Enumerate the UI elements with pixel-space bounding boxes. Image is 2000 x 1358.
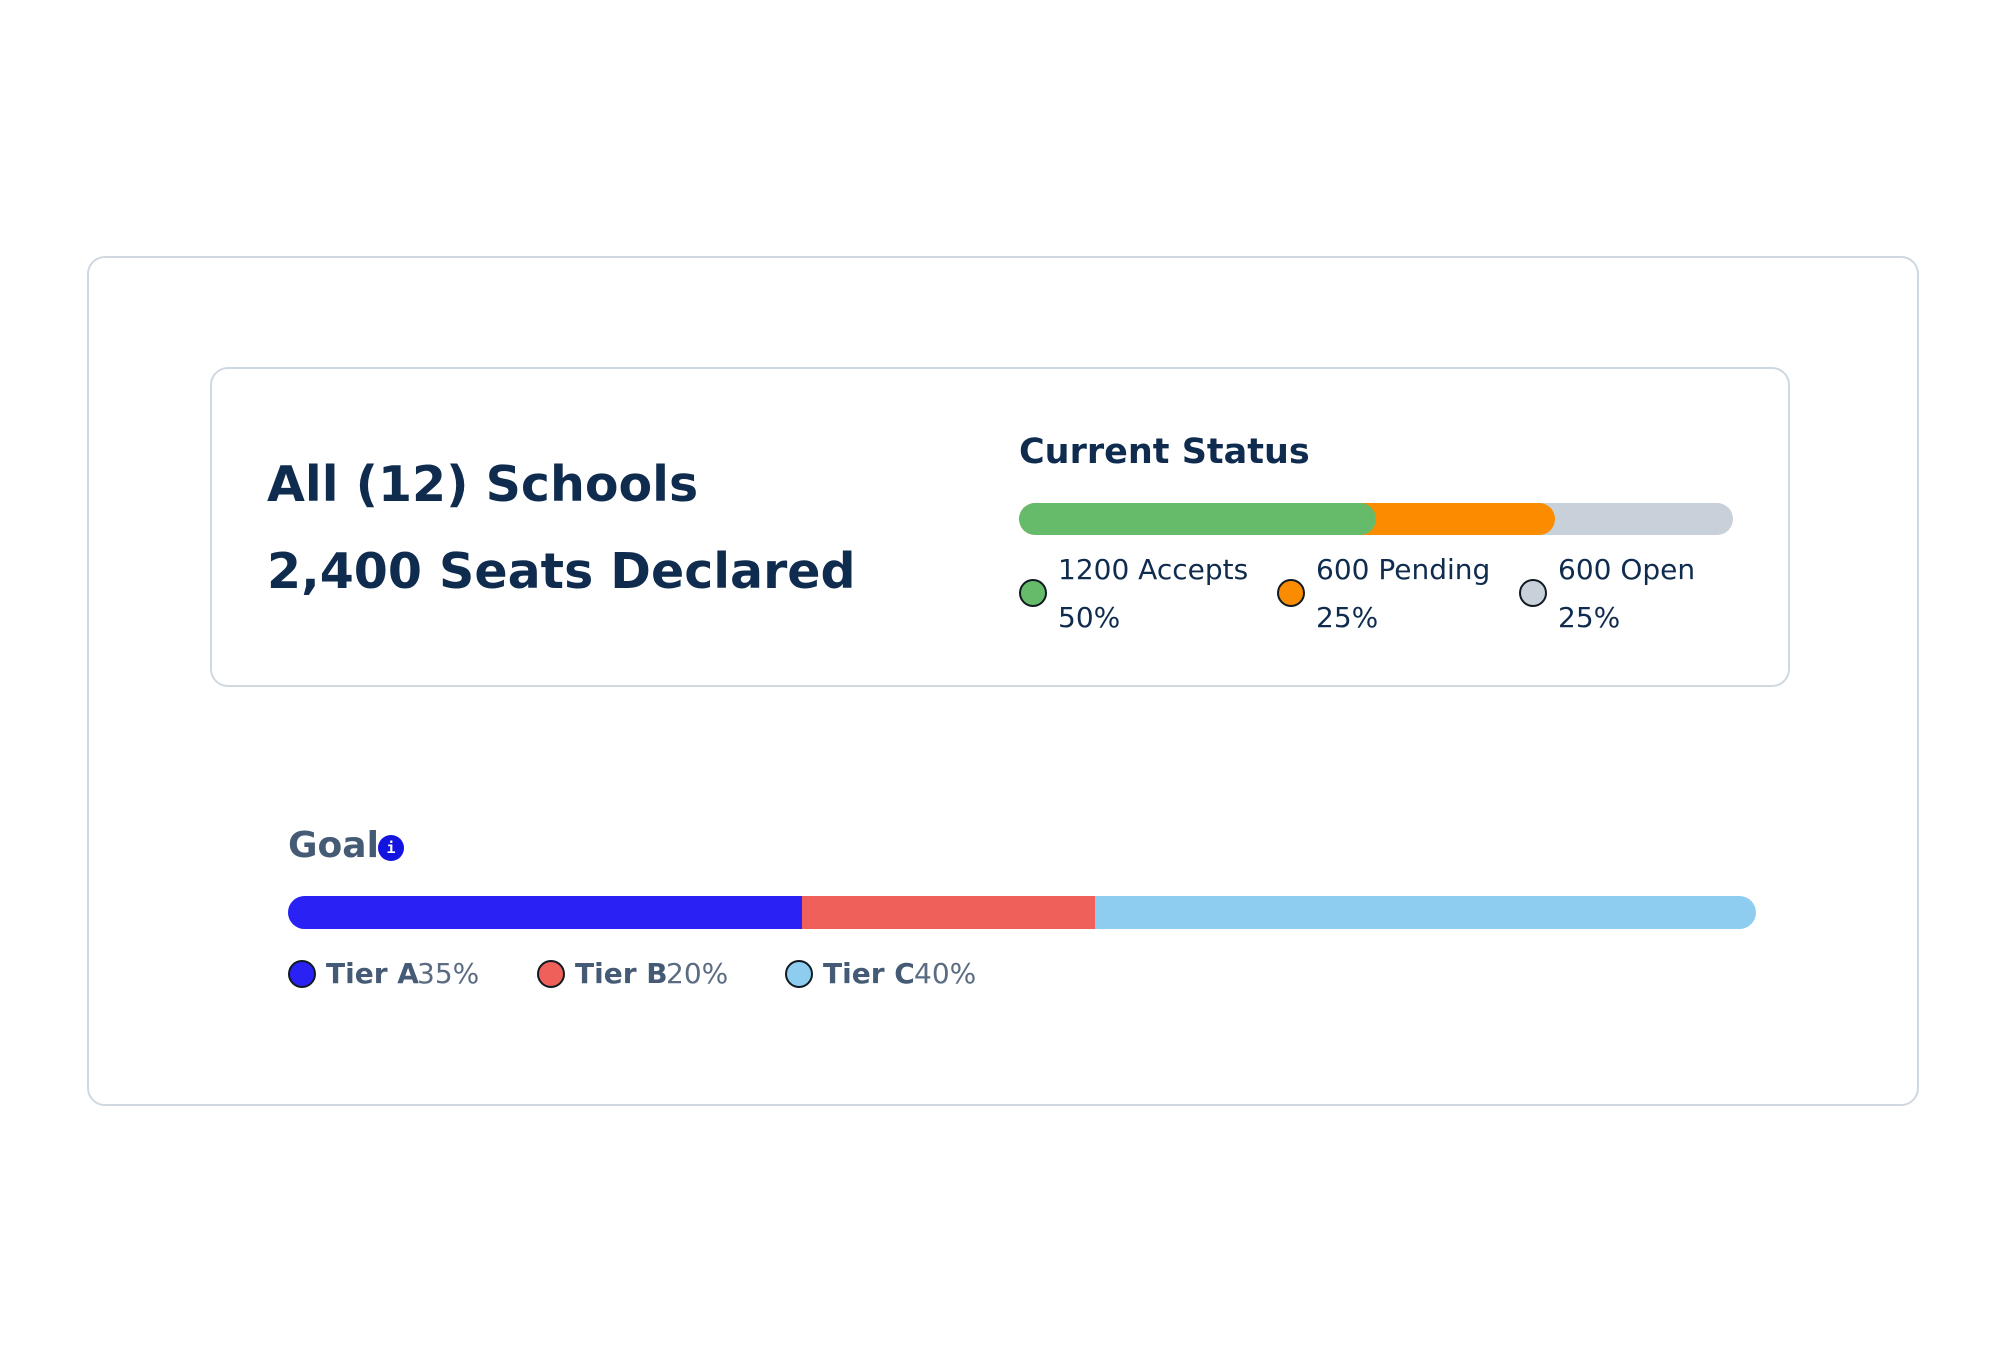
schools-title: All (12) Schools bbox=[267, 456, 699, 513]
seats-declared-title: 2,400 Seats Declared bbox=[267, 543, 856, 600]
pending-percent-label: 25% bbox=[1316, 601, 1379, 634]
goal-title: Goal bbox=[288, 825, 379, 866]
tier-a-label: Tier A bbox=[326, 957, 419, 990]
tier-b-legend-dot bbox=[537, 960, 565, 988]
tier-b-percent: 20% bbox=[666, 957, 729, 990]
accepts-count-label: 1200 Accepts bbox=[1058, 553, 1249, 586]
info-icon[interactable]: i bbox=[378, 835, 404, 861]
accepts-legend-dot bbox=[1019, 579, 1047, 607]
goal-bar bbox=[288, 896, 1756, 929]
pending-legend-dot bbox=[1277, 579, 1305, 607]
goal-bar-tier-a-segment bbox=[288, 896, 802, 929]
tier-c-label: Tier C bbox=[823, 957, 915, 990]
current-status-bar bbox=[1019, 503, 1733, 535]
open-count-label: 600 Open bbox=[1558, 553, 1696, 586]
status-bar-accepts-segment bbox=[1019, 503, 1376, 535]
tier-c-legend-dot bbox=[785, 960, 813, 988]
current-status-title: Current Status bbox=[1019, 432, 1310, 472]
open-legend-dot bbox=[1519, 579, 1547, 607]
tier-a-percent: 35% bbox=[417, 957, 480, 990]
accepts-percent-label: 50% bbox=[1058, 601, 1121, 634]
open-percent-label: 25% bbox=[1558, 601, 1621, 634]
pending-count-label: 600 Pending bbox=[1316, 553, 1491, 586]
tier-a-legend-dot bbox=[288, 960, 316, 988]
tier-b-label: Tier B bbox=[575, 957, 668, 990]
goal-bar-tier-b-segment bbox=[801, 896, 1096, 929]
tier-c-percent: 40% bbox=[914, 957, 977, 990]
